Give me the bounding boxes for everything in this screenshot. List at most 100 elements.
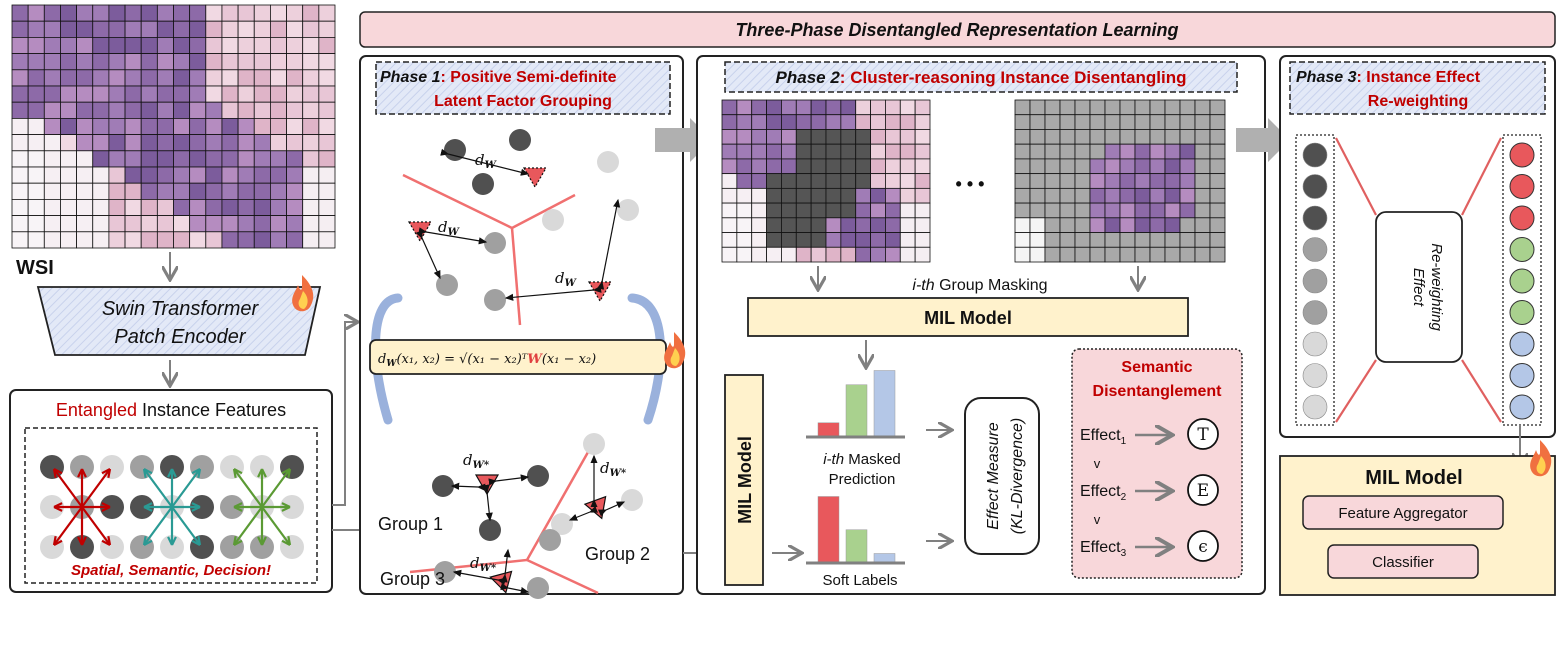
- patch: [205, 231, 223, 249]
- instance-node: [220, 495, 244, 519]
- arrowhead: [281, 502, 291, 512]
- input-instance-node: [1302, 142, 1328, 168]
- decision-boundary: [510, 227, 522, 326]
- patch: [840, 217, 857, 233]
- patch: [108, 4, 126, 22]
- patch: [286, 20, 304, 38]
- patch: [870, 143, 886, 160]
- arrowhead: [101, 535, 112, 546]
- phase3-title-line1: Instance Effect: [1366, 69, 1480, 86]
- patch: [781, 232, 797, 248]
- patch: [140, 231, 158, 249]
- patch: [781, 202, 797, 219]
- patch: [140, 166, 158, 184]
- arrowhead: [101, 468, 112, 479]
- arrowhead: [232, 468, 243, 479]
- semantic-title-line2: Disentanglement: [1093, 383, 1223, 400]
- patch: [43, 69, 61, 87]
- patch: [721, 173, 738, 189]
- effect-measure-line1: Effect Measure: [985, 422, 1002, 530]
- distance-label: dW*: [470, 554, 497, 574]
- patch: [721, 202, 738, 219]
- patch: [1134, 143, 1151, 160]
- semantic-title-line1: Semantic: [1121, 359, 1192, 376]
- patch: [1014, 173, 1031, 189]
- patch: [1014, 187, 1031, 204]
- distance-arrow: [488, 474, 530, 486]
- patch: [1059, 129, 1076, 145]
- patch: [253, 166, 271, 184]
- patch: [318, 150, 336, 168]
- patch: [795, 114, 812, 130]
- distance-label: dW*: [600, 459, 627, 479]
- patch: [189, 198, 207, 216]
- patch: [76, 134, 94, 152]
- patch: [286, 182, 304, 200]
- patch: [736, 246, 753, 263]
- patch: [1059, 158, 1076, 175]
- patch: [1194, 129, 1211, 145]
- patch: [1014, 99, 1031, 116]
- patch: [736, 158, 753, 175]
- features-title: Entangled Instance Features: [56, 400, 286, 420]
- phase2-title: Phase 2: Cluster-reasoning Instance Dise…: [776, 68, 1187, 87]
- patch: [885, 232, 901, 248]
- patch: [318, 101, 336, 119]
- patch: [1164, 129, 1181, 145]
- patch: [795, 232, 812, 248]
- patch: [253, 231, 271, 249]
- latent-node: [484, 289, 506, 311]
- patch: [1089, 187, 1106, 204]
- patch: [173, 118, 191, 136]
- distance-arrow: [452, 569, 506, 585]
- patch: [766, 158, 782, 175]
- patch: [221, 20, 239, 38]
- patch: [1089, 217, 1106, 233]
- patch: [189, 150, 207, 168]
- patch: [1089, 114, 1106, 130]
- instance-node: [250, 455, 274, 479]
- patch: [108, 150, 126, 168]
- instance-node: [220, 535, 244, 559]
- phase1-title-line1: Positive Semi-definite: [450, 69, 616, 86]
- patch: [269, 20, 287, 38]
- patch: [43, 215, 61, 233]
- patch: [855, 173, 871, 189]
- patch: [76, 53, 94, 71]
- patch: [156, 150, 174, 168]
- patch: [1044, 143, 1061, 160]
- patch: [1104, 217, 1121, 233]
- patch: [855, 187, 871, 204]
- patch: [92, 20, 110, 38]
- arrowhead: [191, 468, 202, 479]
- patch: [781, 143, 797, 160]
- patch: [810, 99, 827, 116]
- patch: [318, 198, 336, 216]
- patch: [1104, 143, 1121, 160]
- patch: [795, 173, 812, 189]
- patch: [27, 215, 45, 233]
- patch: [11, 166, 29, 184]
- patch: [302, 69, 320, 87]
- arrowhead: [233, 502, 243, 512]
- patch: [840, 246, 857, 263]
- patch: [781, 114, 797, 130]
- patch: [108, 69, 126, 87]
- patch: [221, 53, 239, 71]
- patch: [885, 99, 901, 116]
- final-mil-title: MIL Model: [1365, 467, 1462, 489]
- patch: [237, 231, 255, 249]
- patch: [1134, 232, 1151, 248]
- patch: [189, 101, 207, 119]
- patch: [1029, 129, 1046, 145]
- arrowhead: [77, 468, 87, 478]
- patch: [124, 118, 142, 136]
- patch: [810, 129, 827, 145]
- patch: [205, 198, 223, 216]
- patch: [825, 246, 842, 263]
- patch: [914, 246, 931, 263]
- instance-node: [70, 535, 94, 559]
- patch: [11, 231, 29, 249]
- patch: [885, 202, 901, 219]
- patch: [899, 158, 916, 175]
